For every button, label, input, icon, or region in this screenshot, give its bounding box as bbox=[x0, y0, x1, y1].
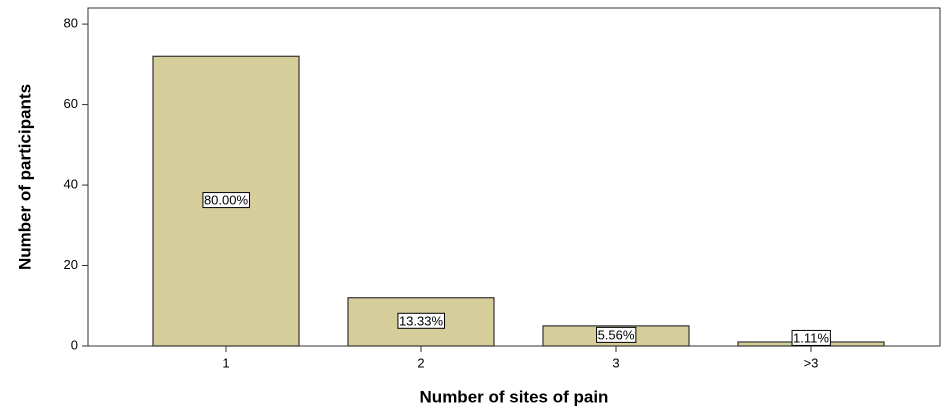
x-tick-label: 2 bbox=[417, 355, 424, 370]
x-tick-label: >3 bbox=[804, 355, 819, 370]
data-label: 13.33% bbox=[399, 313, 444, 328]
x-tick-label: 1 bbox=[222, 355, 229, 370]
data-label: 80.00% bbox=[204, 193, 249, 208]
data-label: 1.11% bbox=[793, 330, 829, 345]
data-label-box bbox=[596, 326, 637, 343]
x-tick-label: 3 bbox=[612, 355, 619, 370]
y-tick-label: 0 bbox=[71, 337, 78, 352]
y-tick-label: 80 bbox=[64, 16, 78, 31]
x-axis-title: Number of sites of pain bbox=[420, 387, 609, 406]
y-tick-label: 40 bbox=[64, 176, 78, 191]
data-label: 5.56% bbox=[598, 327, 635, 342]
data-label-box bbox=[791, 329, 831, 346]
y-axis-title: Number of participants bbox=[15, 84, 34, 270]
y-tick-label: 60 bbox=[64, 96, 78, 111]
data-label-box bbox=[397, 312, 445, 329]
y-tick-label: 20 bbox=[64, 257, 78, 272]
data-label-box bbox=[202, 192, 250, 209]
plot-frame bbox=[87, 7, 941, 347]
